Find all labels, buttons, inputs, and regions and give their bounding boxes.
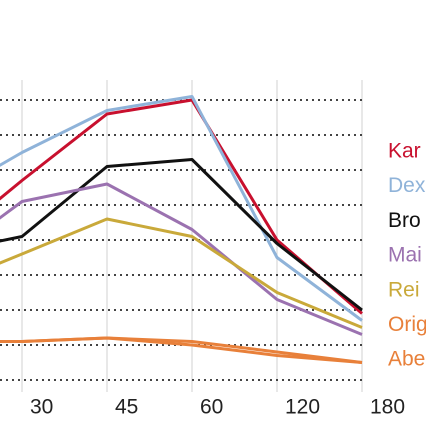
series-line	[0, 95, 363, 322]
legend-label: Kar	[388, 140, 421, 163]
legend-label: Mai	[388, 244, 422, 267]
legend-label: Abe	[388, 348, 425, 371]
x-tick-label: 180	[370, 396, 405, 419]
series-line	[0, 182, 363, 336]
x-tick-label: 45	[115, 396, 138, 419]
series-line	[0, 336, 363, 364]
legend-label: Rei	[388, 278, 420, 301]
x-tick-label: 60	[200, 396, 223, 419]
series-line	[0, 217, 363, 329]
series-line	[0, 98, 363, 315]
legend-label: Dex	[388, 174, 426, 197]
legend-label: Orig	[388, 313, 426, 336]
series-line	[0, 158, 363, 312]
x-tick-label: 120	[285, 396, 320, 419]
legend-label: Bro	[388, 209, 421, 232]
x-tick-label: 30	[30, 396, 53, 419]
